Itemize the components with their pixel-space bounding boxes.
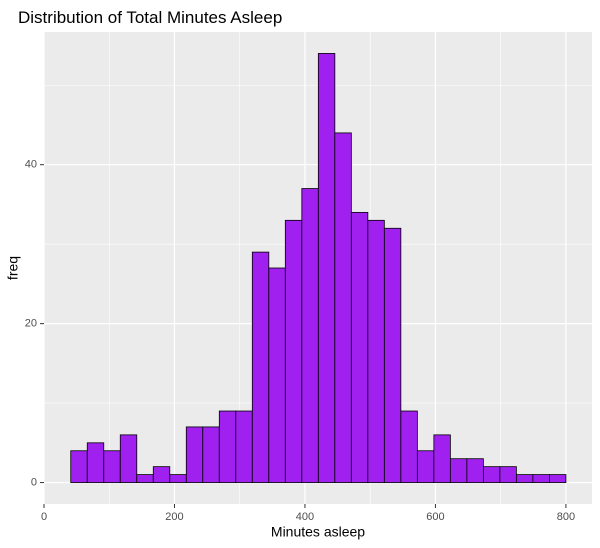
bar	[449, 458, 468, 483]
bar	[416, 450, 435, 483]
chart-title: Distribution of Total Minutes Asleep	[18, 8, 282, 27]
x-tick-label: 0	[41, 511, 47, 523]
bar	[317, 53, 336, 483]
bar	[284, 219, 303, 483]
bar	[532, 474, 550, 483]
bar	[499, 466, 517, 483]
bar	[218, 410, 237, 483]
bar	[334, 132, 352, 483]
x-tick-label: 200	[165, 511, 183, 523]
bar	[251, 251, 270, 483]
bar	[202, 426, 220, 483]
bar	[169, 474, 187, 483]
x-tick-label: 600	[426, 511, 444, 523]
x-tick-label: 800	[557, 511, 575, 523]
bar	[383, 227, 402, 483]
bar	[185, 426, 204, 483]
bar	[515, 474, 534, 483]
bar	[103, 450, 121, 483]
bar	[268, 267, 286, 483]
bar	[482, 466, 501, 483]
bar	[548, 474, 567, 483]
bar	[301, 188, 319, 483]
bar	[136, 474, 154, 483]
x-axis-title: Minutes asleep	[271, 524, 365, 540]
bar	[400, 410, 418, 483]
y-tick-label: 20	[25, 318, 37, 330]
bar	[350, 211, 369, 483]
y-axis-title: freq	[5, 256, 21, 280]
bar	[152, 466, 171, 483]
bar	[433, 434, 451, 483]
bar	[119, 434, 138, 483]
bar	[466, 458, 484, 483]
y-tick-label: 40	[25, 159, 37, 171]
x-tick-label: 400	[296, 511, 314, 523]
bar	[70, 450, 88, 483]
bar	[86, 442, 105, 483]
bar	[367, 219, 385, 483]
bar	[235, 410, 253, 483]
y-tick-label: 0	[31, 476, 37, 488]
